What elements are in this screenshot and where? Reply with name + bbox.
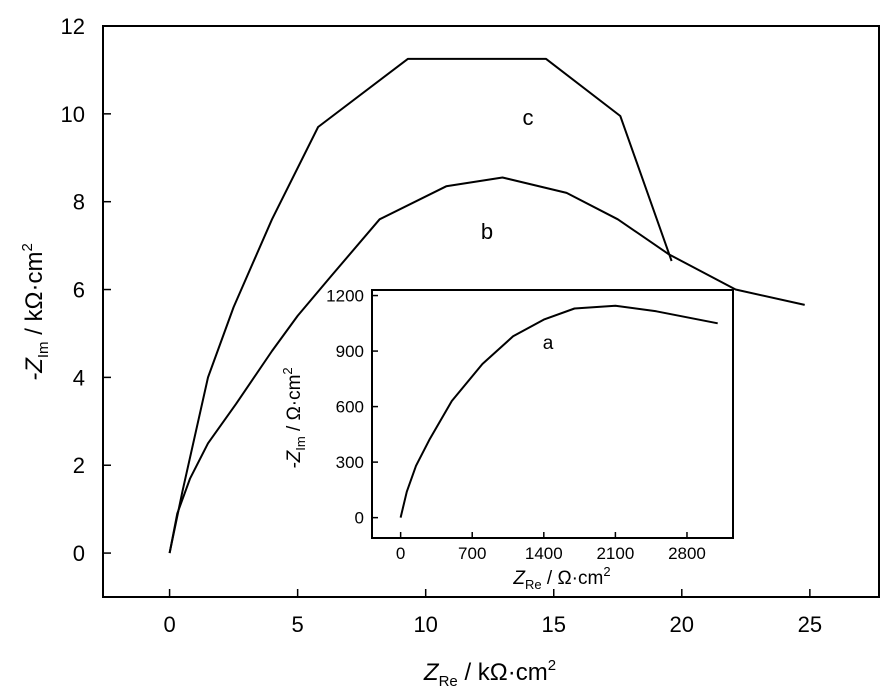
series-label-a: a [543,333,554,354]
main-y-tick-label: 2 [73,453,85,478]
inset-plot-frame [371,289,734,539]
inset-x-tick-label: 2800 [668,544,706,563]
main-chart: 0 5 10 15 20 25 0 2 4 6 8 10 12 ZRe / kΩ·cm2 -ZIm / … [19,14,880,690]
inset-background [372,290,733,538]
series-label-b: b [481,219,493,244]
main-x-tick-label: 25 [798,612,822,637]
inset-y-tick-label: 1200 [326,287,364,306]
series-a-line [399,304,718,518]
inset-x-tick-label: 0 [396,544,405,563]
main-ticks [103,25,811,597]
inset-y-tick-label: 600 [336,398,364,417]
main-y-axis-title: -ZIm / kΩ·cm2 [19,243,52,381]
main-plot-frame [102,25,880,598]
inset-x-tick-label: 1400 [525,544,563,563]
inset-tick-labels: 0 700 1400 2100 2800 0 300 600 900 1200 [326,287,706,563]
inset-series [399,304,718,518]
inset-ticks [372,294,688,538]
inset-y-tick-label: 900 [336,342,364,361]
main-x-tick-label: 20 [670,612,694,637]
main-x-tick-label: 15 [542,612,566,637]
main-y-tick-label: 4 [73,365,85,390]
inset-x-tick-label: 2100 [596,544,634,563]
main-x-tick-label: 10 [413,612,437,637]
inset-x-tick-label: 700 [458,544,486,563]
inset-chart: 0 700 1400 2100 2800 0 300 600 900 1200 ZRe / Ω·c… [280,287,734,592]
main-x-tick-label: 5 [292,612,304,637]
series-c-line [168,57,673,554]
main-x-tick-label: 0 [163,612,175,637]
inset-y-axis-title: -ZIm / Ω·cm2 [280,367,308,468]
inset-y-tick-label: 300 [336,453,364,472]
series-label-c: c [523,105,534,130]
inset-y-tick-label: 0 [355,509,364,528]
main-series [168,57,805,554]
main-y-tick-label: 8 [73,190,85,215]
main-x-axis-title: ZRe / kΩ·cm2 [423,657,556,690]
main-y-tick-label: 0 [73,541,85,566]
series-b-line [168,176,805,554]
main-y-tick-label: 12 [61,14,85,39]
main-y-tick-label: 6 [73,278,85,303]
main-tick-labels: 0 5 10 15 20 25 0 2 4 6 8 10 12 [61,14,823,637]
main-y-tick-label: 10 [61,102,85,127]
inset-x-axis-title: ZRe / Ω·cm2 [512,564,610,592]
